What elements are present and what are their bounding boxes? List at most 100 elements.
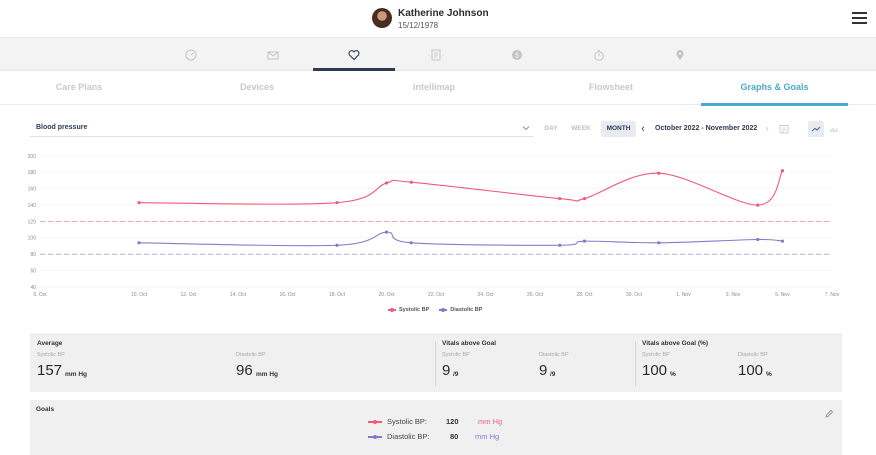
diastolic-data-point: [780, 239, 785, 243]
y-tick-label: 60: [30, 268, 36, 274]
line-chart-icon[interactable]: [808, 121, 824, 137]
heart-icon[interactable]: [313, 38, 395, 71]
y-tick-label: 40: [30, 285, 36, 291]
above-goal-pct-diastolic-unit: %: [766, 371, 772, 378]
tab-care-plans[interactable]: Care Plans: [55, 82, 103, 92]
systolic-data-point: [384, 181, 389, 185]
above-goal-pct-diastolic-label: Diastolic BP: [738, 352, 768, 358]
chevron-right-icon[interactable]: ›: [765, 123, 769, 135]
chevron-left-icon[interactable]: ‹: [641, 123, 645, 135]
x-tick-label: 7. Nov: [825, 292, 840, 298]
hamburger-menu-icon[interactable]: [852, 12, 867, 24]
legend-label-systolic: Systolic BP: [399, 307, 430, 313]
systolic-data-point: [137, 201, 141, 205]
patient-dob: 15/12/1978: [398, 21, 439, 30]
x-tick-label: 1. Nov: [676, 292, 691, 298]
legend-item-diastolic[interactable]: Diastolic BP: [439, 307, 482, 313]
x-tick-label: 12. Oct: [180, 292, 197, 298]
above-goal-pct-systolic-unit: %: [670, 371, 676, 378]
y-tick-label: 100: [28, 236, 37, 242]
systolic-data-point: [780, 169, 785, 173]
legend-item-systolic[interactable]: Systolic BP: [388, 307, 429, 313]
systolic-goal-marker: [368, 420, 382, 424]
bar-chart-icon[interactable]: [826, 121, 842, 137]
location-pin-icon[interactable]: [639, 38, 721, 71]
average-diastolic-unit: mm Hg: [256, 371, 279, 378]
x-tick-label: 24. Oct: [477, 292, 494, 298]
systolic-data-point: [409, 180, 413, 184]
x-tick-label: 6. Oct: [33, 292, 47, 298]
avatar[interactable]: [372, 8, 392, 28]
vital-select[interactable]: Blood pressure: [30, 121, 534, 137]
average-systolic-label: Systolic BP: [37, 352, 65, 358]
mail-icon[interactable]: [232, 38, 314, 71]
period-month-button[interactable]: MONTH: [601, 121, 636, 137]
period-day-button[interactable]: DAY: [544, 125, 558, 132]
vital-select-value: Blood pressure: [36, 124, 88, 131]
x-tick-label: 26. Oct: [527, 292, 544, 298]
systolic-data-point: [558, 196, 562, 201]
stats-divider: [635, 341, 636, 386]
tab-graphs-goals[interactable]: Graphs & Goals: [701, 72, 848, 106]
calendar-icon[interactable]: [776, 121, 792, 137]
diastolic-data-point: [409, 241, 413, 245]
pencil-icon[interactable]: [824, 406, 834, 418]
x-tick-label: 20. Oct: [378, 292, 395, 298]
diastolic-data-point: [558, 243, 562, 247]
systolic-goal-label: Systolic BP:: [387, 417, 428, 426]
above-goal-diastolic-value: 9: [539, 362, 548, 379]
diastolic-data-point: [384, 230, 389, 234]
tab-devices[interactable]: Devices: [239, 82, 275, 92]
diastolic-goal-label: Diastolic BP:: [387, 432, 430, 441]
chevron-down-icon: [522, 124, 530, 132]
goals-panel: [30, 400, 842, 455]
x-tick-label: 14. Oct: [230, 292, 247, 298]
gauge-icon[interactable]: [150, 38, 232, 71]
average-systolic-value: 157: [37, 362, 63, 379]
tab-intellimap[interactable]: Intellimap: [412, 82, 455, 92]
stopwatch-icon[interactable]: [558, 38, 640, 71]
average-systolic-unit: mm Hg: [65, 371, 88, 378]
diastolic-swatch: [439, 308, 448, 312]
x-tick-label: 5. Nov: [775, 292, 790, 298]
y-tick-label: 140: [28, 203, 37, 209]
above-goal-pct-heading: Vitals above Goal (%): [642, 340, 708, 347]
dollar-icon[interactable]: $: [476, 38, 558, 71]
tab-flowsheet[interactable]: Flowsheet: [588, 82, 633, 92]
systolic-data-point: [582, 196, 587, 201]
systolic-goal-value: 120: [446, 417, 459, 426]
above-goal-pct-diastolic-value: 100: [738, 362, 764, 379]
x-tick-label: 16. Oct: [279, 292, 296, 298]
average-diastolic-value: 96: [236, 362, 253, 379]
y-tick-label: 180: [28, 170, 37, 176]
patient-header: Katherine Johnson 15/12/1978: [0, 0, 876, 38]
diastolic-goal-value: 80: [450, 432, 459, 441]
x-tick-label: 3. Nov: [726, 292, 741, 298]
x-tick-label: 22. Oct: [428, 292, 445, 298]
date-range: October 2022 - November 2022: [655, 125, 758, 132]
y-tick-label: 80: [30, 252, 36, 258]
diastolic-data-point: [335, 243, 339, 247]
systolic-data-point: [335, 201, 339, 205]
y-tick-label: 200: [28, 154, 37, 160]
legend-label-diastolic: Diastolic BP: [450, 307, 483, 313]
goals-title: Goals: [36, 406, 55, 413]
above-goal-heading: Vitals above Goal: [442, 340, 497, 347]
systolic-series-line: [138, 170, 783, 206]
above-goal-diastolic-label: Diastolic BP: [539, 352, 569, 358]
diastolic-data-point: [657, 241, 661, 245]
svg-text:$: $: [515, 52, 519, 59]
systolic-goal-unit: mm Hg: [478, 417, 503, 426]
above-goal-systolic-unit: /9: [453, 371, 459, 378]
above-goal-pct-systolic-label: Systolic BP: [642, 352, 670, 358]
document-icon[interactable]: [395, 38, 477, 71]
x-tick-label: 30. Oct: [626, 292, 643, 298]
section-tabs: Care Plans Devices Intellimap Flowsheet …: [0, 72, 876, 106]
above-goal-systolic-label: Systolic BP: [442, 352, 470, 358]
above-goal-systolic-value: 9: [442, 362, 451, 379]
diastolic-data-point: [137, 241, 141, 245]
period-week-button[interactable]: WEEK: [571, 125, 591, 132]
x-tick-label: 18. Oct: [329, 292, 346, 298]
icon-nav-bar: $: [0, 38, 876, 71]
patient-name: Katherine Johnson: [398, 8, 489, 19]
